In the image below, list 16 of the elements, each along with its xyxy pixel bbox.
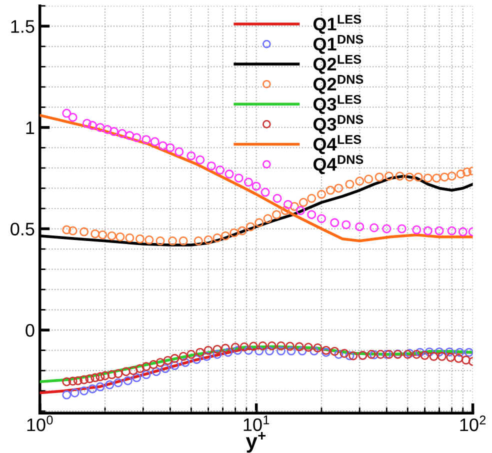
y-tick-label: 1.5 xyxy=(11,20,34,33)
x-tick-label: 10$^{2}$ xyxy=(460,416,486,432)
y-tick-label: 0 xyxy=(26,324,34,337)
x-tick-label: 10$^{0}$ xyxy=(27,416,53,432)
legend-label: Q4$^{LES}$ xyxy=(313,135,362,154)
legend-label: Q2$^{LES}$ xyxy=(313,54,362,74)
legend-label: Q2$^{DNS}$ xyxy=(313,74,364,94)
y-tick-label: 0.5 xyxy=(10,222,34,236)
legend-label: Q1$^{LES}$ xyxy=(313,14,362,34)
legend-label: Q4$^{DNS}$ xyxy=(313,155,364,174)
x-axis-title: y$^{+}$ xyxy=(246,432,266,453)
legend-label: Q3$^{LES}$ xyxy=(313,94,362,114)
x-tick-label: 10$^{1}$ xyxy=(244,416,270,432)
legend-label: Q1$^{DNS}$ xyxy=(313,34,364,54)
y-tick-label: 1 xyxy=(26,122,34,134)
legend-label: Q3$^{DNS}$ xyxy=(313,114,364,134)
